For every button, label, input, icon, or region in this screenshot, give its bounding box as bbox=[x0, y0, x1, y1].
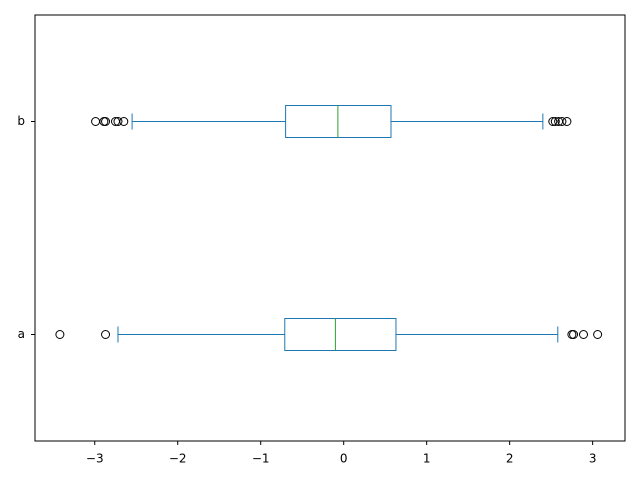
flier bbox=[550, 117, 560, 126]
x-tick-label: 1 bbox=[423, 452, 431, 466]
x-tick-label: −3 bbox=[86, 452, 104, 466]
x-tick-label: 0 bbox=[340, 452, 348, 466]
flier bbox=[569, 330, 579, 339]
flier bbox=[562, 117, 572, 126]
box bbox=[284, 318, 397, 351]
x-tick-label: 2 bbox=[506, 452, 514, 466]
flier bbox=[593, 330, 603, 339]
y-tick-label: a bbox=[18, 327, 25, 341]
x-tick-label: 3 bbox=[589, 452, 597, 466]
x-tick-label: −2 bbox=[169, 452, 187, 466]
plot-frame bbox=[34, 14, 626, 442]
flier bbox=[113, 117, 123, 126]
flier bbox=[579, 330, 589, 339]
flier bbox=[101, 330, 111, 339]
flier bbox=[101, 117, 111, 126]
flier bbox=[91, 117, 101, 126]
flier bbox=[548, 117, 558, 126]
flier bbox=[119, 117, 129, 126]
y-tick-label: b bbox=[17, 114, 25, 128]
flier bbox=[557, 117, 567, 126]
flier bbox=[55, 330, 65, 339]
x-tick-label: −1 bbox=[252, 452, 270, 466]
